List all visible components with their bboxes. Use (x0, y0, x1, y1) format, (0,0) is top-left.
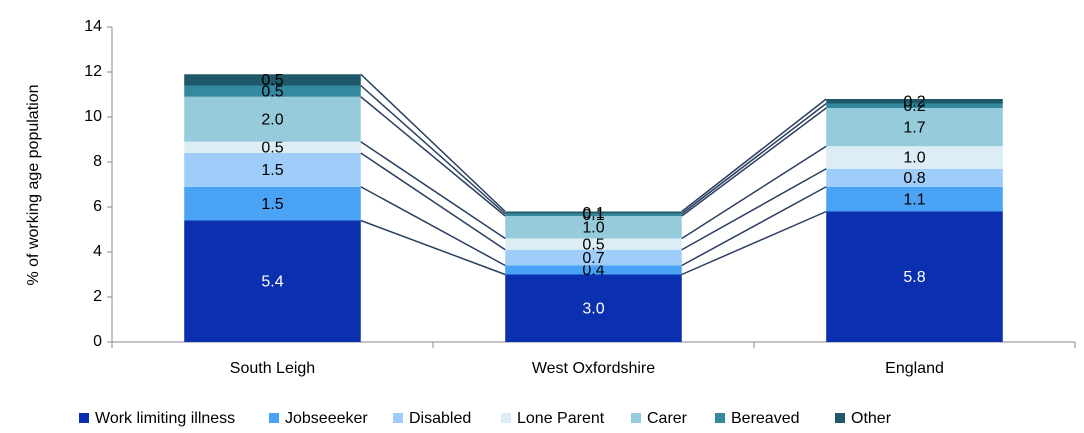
bar-segment (826, 186, 1003, 212)
data-label: 0.1 (582, 207, 604, 224)
bar-segment (184, 85, 361, 97)
legend-label: Disabled (409, 410, 471, 427)
bar-segment (184, 220, 361, 342)
series-line (360, 186, 506, 267)
legend-label: Jobseeeker (285, 410, 368, 427)
y-tick-label: 10 (84, 108, 102, 125)
data-label: 0.5 (261, 140, 283, 157)
bar-segment (505, 249, 682, 266)
y-tick-label: 2 (93, 288, 102, 305)
data-label: 1.0 (903, 150, 925, 167)
data-label: 0.5 (582, 236, 604, 253)
bar-segment (505, 265, 682, 275)
legend-swatch (269, 413, 279, 423)
bar-segment (184, 96, 361, 142)
data-label: 0.2 (903, 93, 925, 110)
bar-segment (505, 211, 682, 214)
data-label: 1.5 (261, 196, 283, 213)
x-tick-label: England (885, 360, 944, 377)
data-label: 0.5 (261, 83, 283, 100)
legend-swatch (393, 413, 403, 423)
bar-segment (826, 146, 1003, 169)
legend-label: Other (851, 410, 892, 427)
bar-segment (184, 153, 361, 187)
series-line (360, 96, 506, 217)
y-tick-label: 12 (84, 63, 102, 80)
series-line (681, 102, 827, 215)
legend-swatch (835, 413, 845, 423)
series-line (360, 84, 506, 215)
data-label: 3.0 (582, 300, 604, 317)
series-line (681, 186, 827, 267)
x-tick-label: West Oxfordshire (532, 360, 655, 377)
series-line (681, 107, 827, 217)
legend-label: Carer (647, 410, 688, 427)
data-label: 0.4 (582, 262, 604, 279)
y-tick-label: 8 (93, 153, 102, 170)
legend-swatch (631, 413, 641, 423)
legend-swatch (715, 413, 725, 423)
x-tick-label: South Leigh (230, 360, 315, 377)
data-label: 0.1 (582, 205, 604, 222)
bar-segment (826, 108, 1003, 147)
bar-segment (505, 213, 682, 216)
bar-segment (826, 211, 1003, 342)
data-label: 1.5 (261, 162, 283, 179)
data-label: 0.7 (582, 250, 604, 267)
data-label: 2.0 (261, 111, 283, 128)
data-label: 1.1 (903, 191, 925, 208)
legend-label: Lone Parent (517, 410, 605, 427)
bar-segment (505, 274, 682, 342)
y-tick-label: 6 (93, 198, 102, 215)
data-label: 5.8 (903, 269, 925, 286)
series-line (681, 145, 827, 240)
bar-segment (184, 74, 361, 86)
bar-segment (505, 216, 682, 239)
y-axis-title: % of working age population (25, 84, 42, 285)
y-tick-label: 0 (93, 333, 102, 350)
legend-swatch (79, 413, 89, 423)
bar-segment (826, 103, 1003, 108)
legend-label: Work limiting illness (95, 410, 235, 427)
bar-segment (505, 238, 682, 250)
y-tick-label: 14 (84, 18, 102, 35)
series-line (360, 141, 506, 240)
bar-segment (184, 186, 361, 221)
bar-segment (826, 99, 1003, 104)
series-line (360, 73, 506, 213)
legend-swatch (501, 413, 511, 423)
series-line (360, 219, 506, 276)
series-line (360, 152, 506, 251)
series-line (681, 168, 827, 251)
bar-segment (184, 141, 361, 153)
data-label: 5.4 (261, 273, 283, 290)
data-label: 1.0 (582, 219, 604, 236)
series-line (681, 98, 827, 213)
bar-segment (826, 168, 1003, 187)
series-line (681, 210, 827, 276)
data-label: 0.8 (903, 170, 925, 187)
data-label: 1.7 (903, 119, 925, 136)
data-label: 0.5 (261, 72, 283, 89)
y-tick-label: 4 (93, 243, 102, 260)
legend-label: Bereaved (731, 410, 800, 427)
